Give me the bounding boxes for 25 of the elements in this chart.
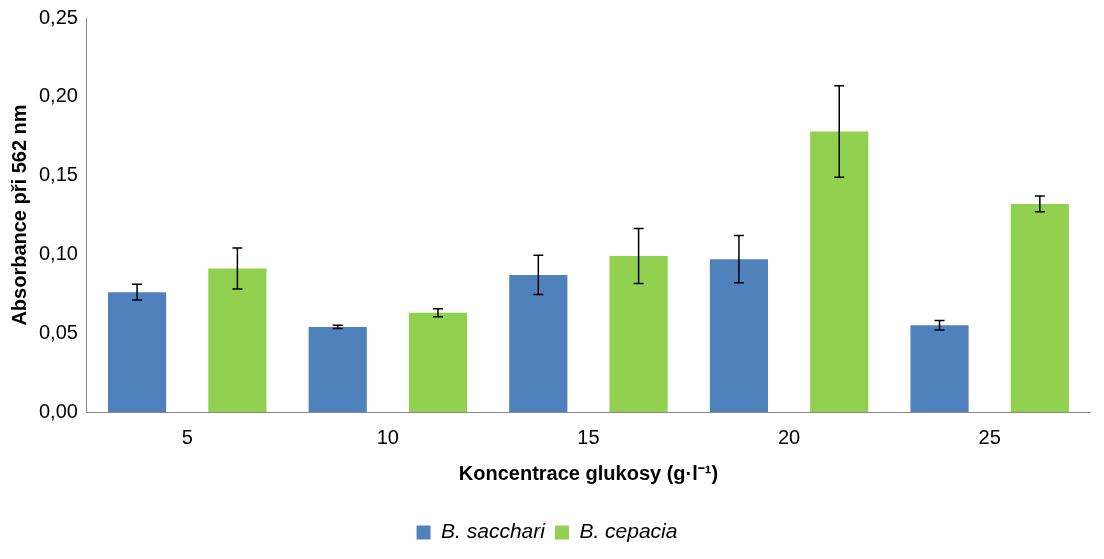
bar [509,274,568,412]
bar [107,292,167,412]
y-tick-label: 0,20 [38,84,78,107]
y-tick-label: 0,00 [38,399,78,422]
x-tick-label: 5 [181,425,193,448]
bar [208,268,267,412]
legend-label: B. cepacia [579,519,678,543]
x-tick-label: 20 [777,425,801,448]
bar [709,259,769,412]
y-tick-label: 0,15 [38,163,78,186]
bar [609,255,668,412]
bar [308,326,367,412]
legend-label: B. sacchari [441,519,547,543]
bar [408,312,468,412]
y-tick-label: 0,25 [38,5,78,28]
x-axis-title: Koncentrace glukosy (g·l⁻¹) [458,461,719,484]
y-tick-label: 0,05 [38,320,78,343]
y-tick-label: 0,10 [38,241,78,264]
x-tick-label: 10 [376,425,399,448]
bar [910,325,969,412]
bar [810,131,869,412]
x-tick-label: 15 [577,425,600,448]
bar [1010,203,1069,412]
x-tick-label: 25 [978,425,1001,448]
y-axis-title: Absorbance při 562 nm [7,104,30,326]
